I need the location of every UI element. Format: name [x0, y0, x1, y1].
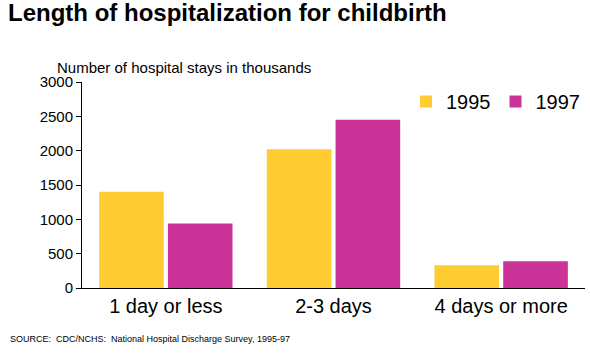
svg-text:Number of hospital stays in th: Number of hospital stays in thousands — [57, 59, 311, 76]
svg-text:4 days or more: 4 days or more — [434, 295, 567, 317]
svg-text:0: 0 — [65, 279, 73, 296]
svg-text:3000: 3000 — [40, 73, 73, 90]
svg-text:500: 500 — [48, 245, 73, 262]
svg-text:1000: 1000 — [40, 211, 73, 228]
svg-text:1 day or less: 1 day or less — [109, 295, 222, 317]
svg-text:2500: 2500 — [40, 108, 73, 125]
svg-text:1500: 1500 — [40, 176, 73, 193]
svg-text:1997: 1997 — [536, 91, 581, 113]
svg-text:2-3 days: 2-3 days — [295, 295, 372, 317]
svg-text:Length of hospitalization for: Length of hospitalization for childbirth — [8, 0, 447, 26]
svg-text:SOURCE: CDC/NCHS: National H: SOURCE: CDC/NCHS: National Hospital Disc… — [10, 334, 290, 344]
svg-text:1995: 1995 — [446, 91, 491, 113]
svg-text:2000: 2000 — [40, 142, 73, 159]
